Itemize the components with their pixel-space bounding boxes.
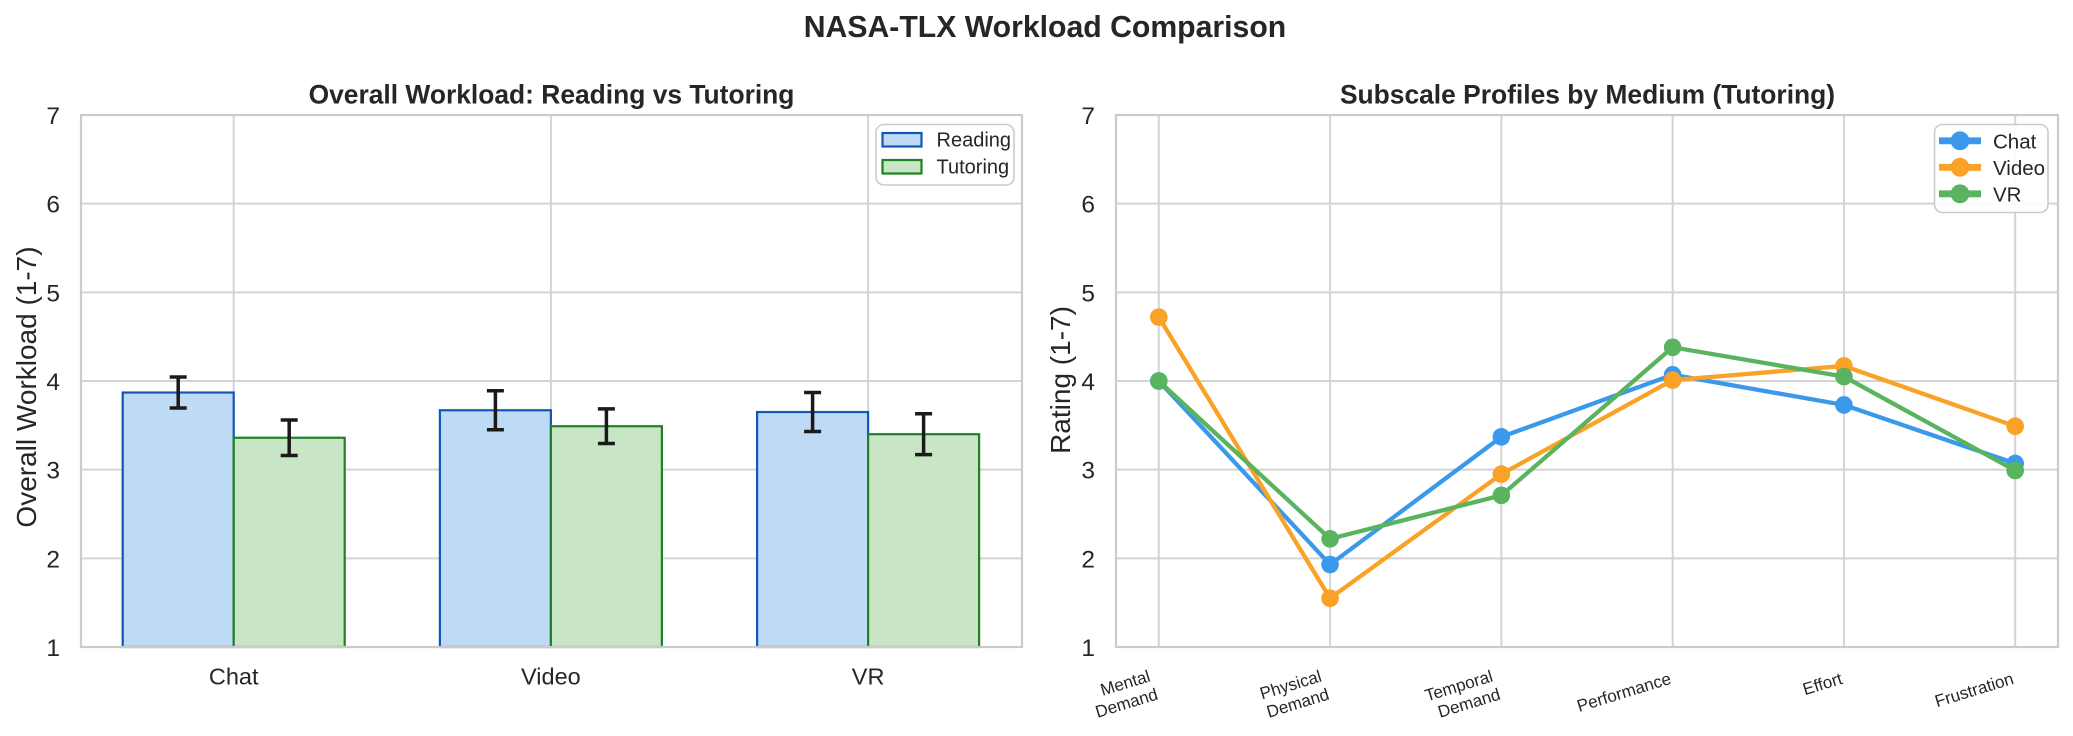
svg-text:Overall Workload: Reading vs T: Overall Workload: Reading vs Tutoring [309, 79, 795, 109]
svg-text:Reading: Reading [937, 130, 1012, 152]
svg-text:7: 7 [46, 103, 60, 130]
svg-text:5: 5 [46, 280, 60, 307]
svg-text:1: 1 [46, 635, 60, 662]
svg-text:Video: Video [521, 664, 581, 690]
svg-text:6: 6 [1081, 192, 1095, 219]
svg-text:4: 4 [46, 369, 60, 396]
svg-text:VR: VR [852, 664, 885, 690]
svg-text:Rating (1-7): Rating (1-7) [1045, 306, 1076, 454]
svg-text:Chat: Chat [1993, 130, 2037, 153]
svg-text:2: 2 [1081, 546, 1095, 573]
svg-text:Tutoring: Tutoring [937, 157, 1010, 179]
svg-text:VR: VR [1993, 183, 2021, 206]
svg-text:Overall Workload (1-7): Overall Workload (1-7) [11, 246, 42, 527]
svg-text:6: 6 [46, 192, 60, 219]
svg-text:2: 2 [46, 546, 60, 573]
svg-text:Video: Video [1993, 157, 2045, 180]
svg-text:Chat: Chat [209, 664, 259, 690]
svg-text:NASA-TLX Workload Comparison: NASA-TLX Workload Comparison [804, 11, 1286, 44]
svg-text:Subscale Profiles by Medium (T: Subscale Profiles by Medium (Tutoring) [1340, 79, 1835, 109]
svg-text:1: 1 [1081, 635, 1095, 662]
svg-text:3: 3 [46, 458, 60, 485]
svg-text:5: 5 [1081, 280, 1095, 307]
svg-text:4: 4 [1081, 369, 1095, 396]
svg-text:7: 7 [1081, 103, 1095, 130]
svg-text:3: 3 [1081, 458, 1095, 485]
